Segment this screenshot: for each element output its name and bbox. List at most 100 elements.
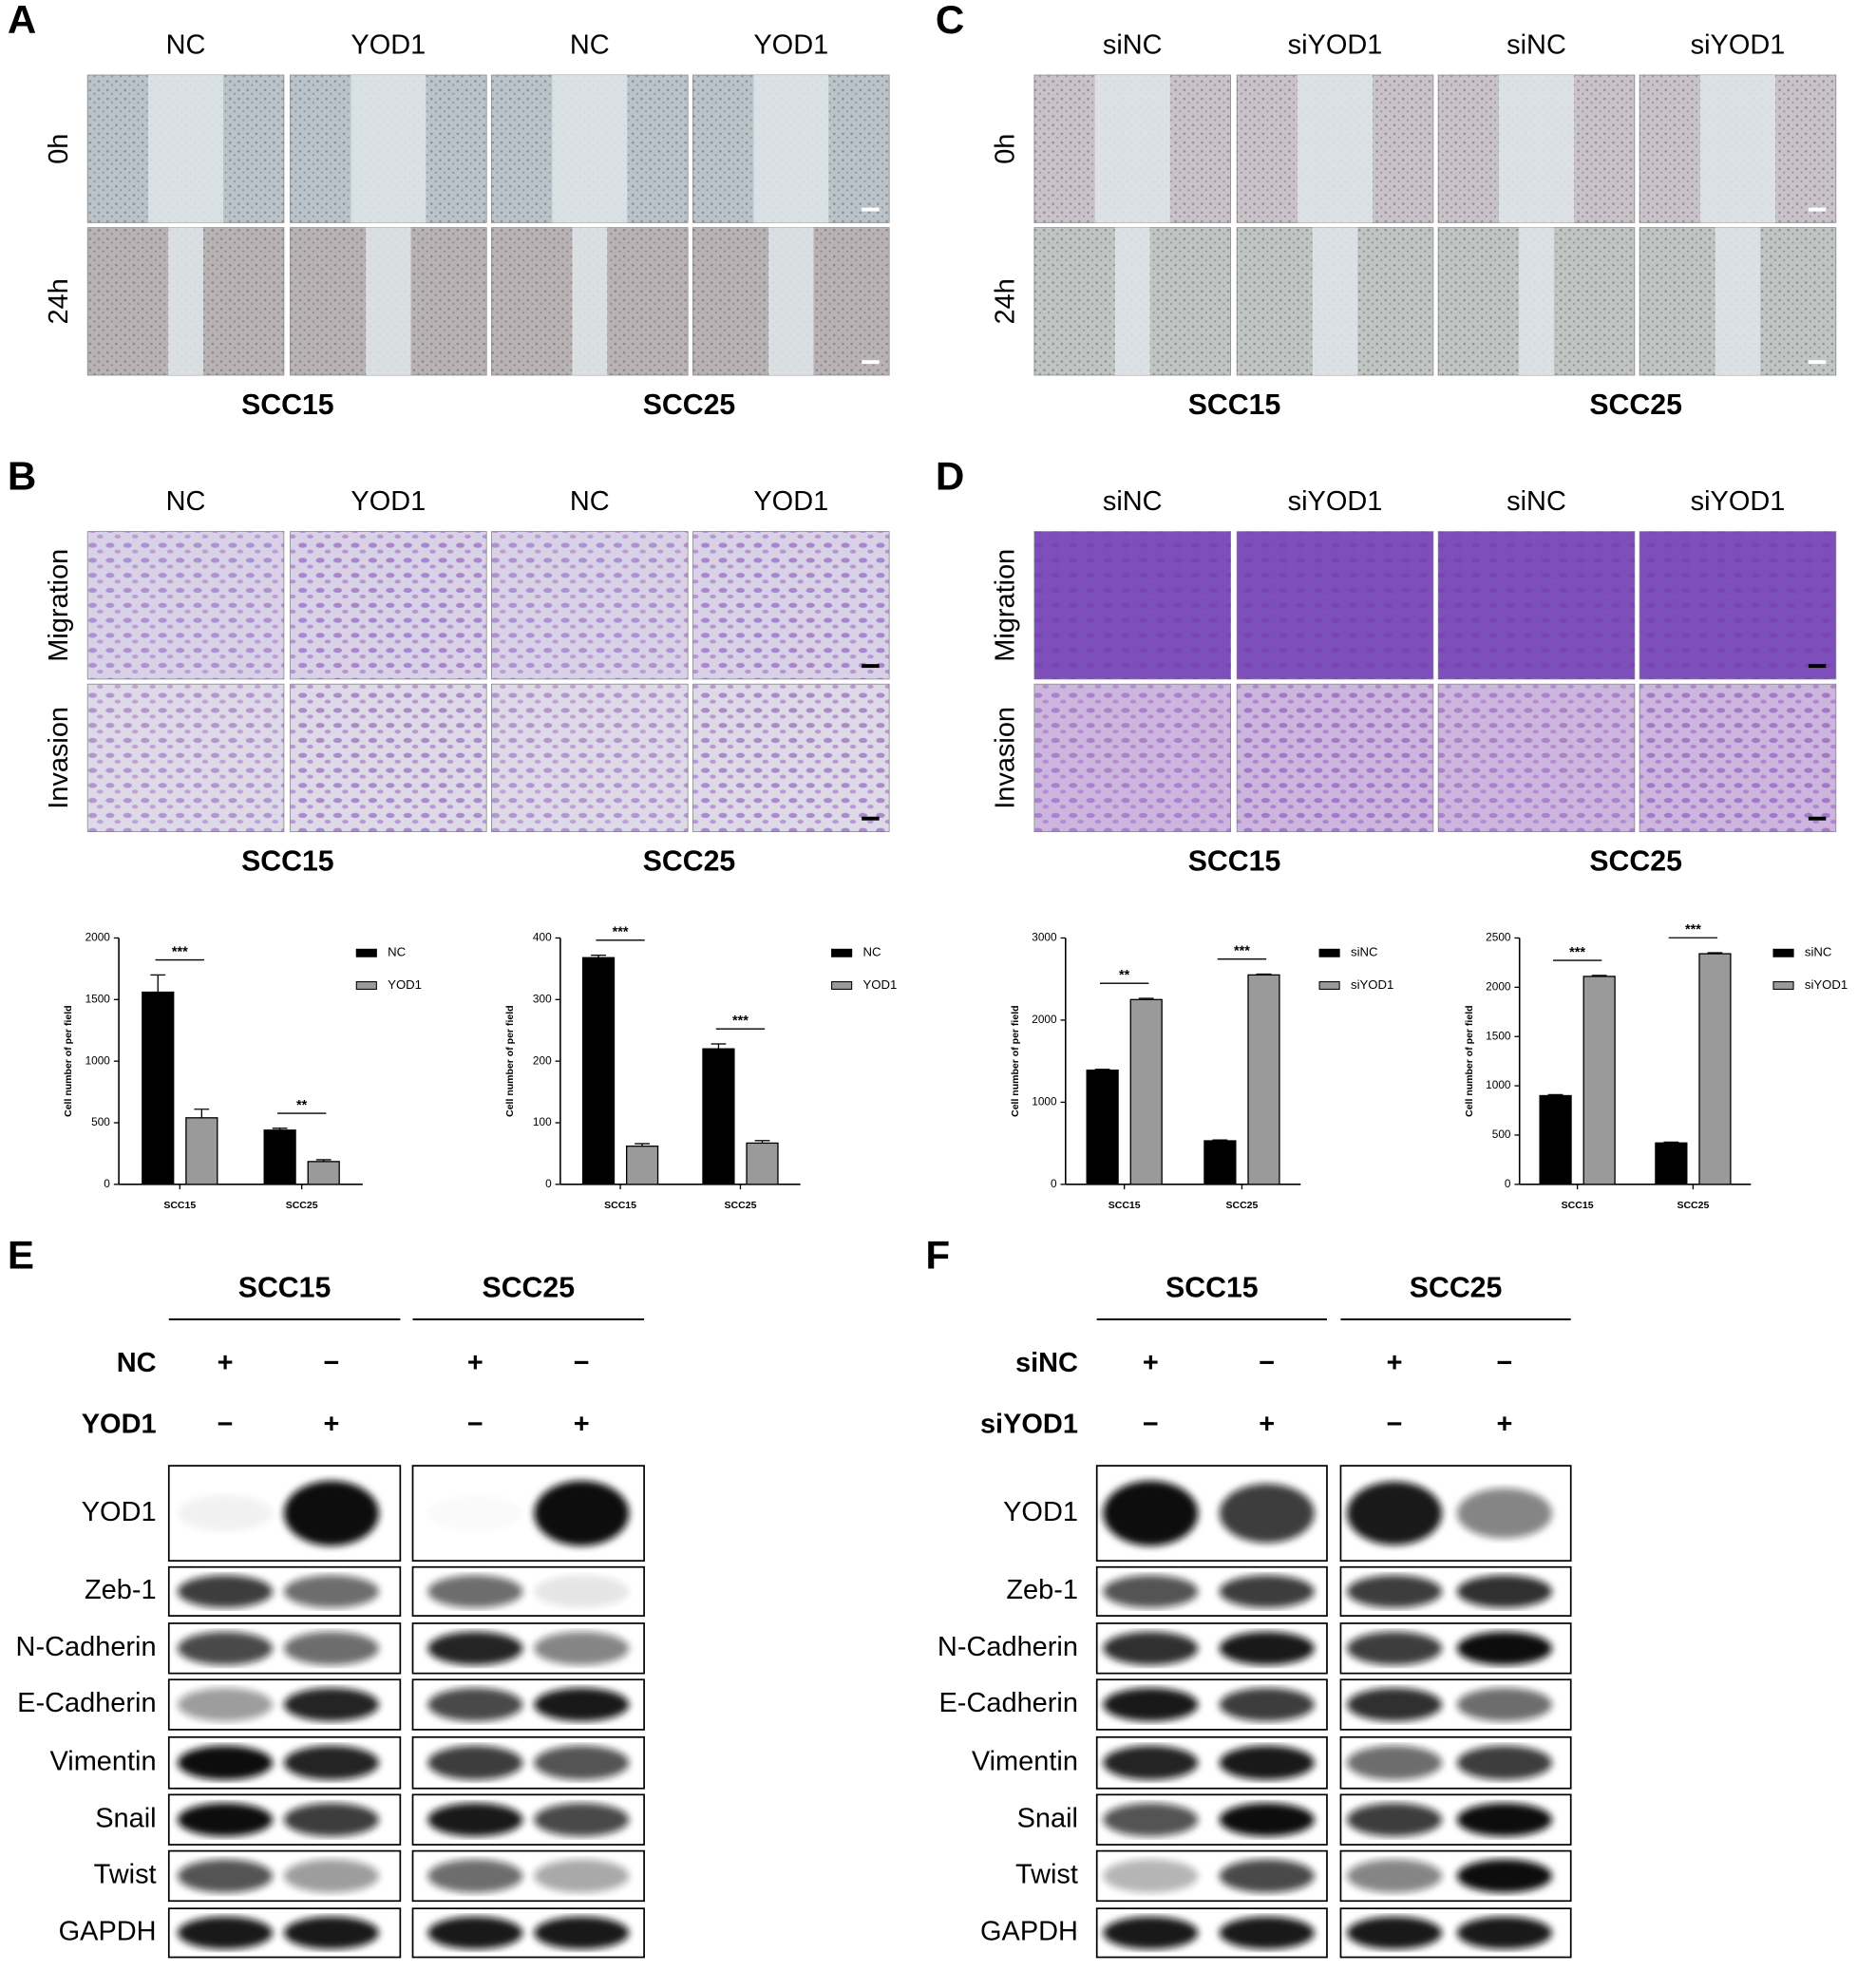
panel-label: F bbox=[925, 1233, 950, 1278]
scratch-gap bbox=[366, 227, 411, 375]
cell-line-label: SCC15 bbox=[241, 845, 334, 877]
y-tick-label: 0 bbox=[104, 1177, 110, 1190]
y-tick-label: 400 bbox=[533, 931, 552, 944]
blot-band bbox=[534, 1575, 630, 1608]
micrograph-texture bbox=[87, 531, 284, 679]
condition-sign: − bbox=[1259, 1348, 1275, 1378]
error-bar bbox=[1663, 1141, 1679, 1144]
y-tick-label: 1000 bbox=[1486, 1078, 1511, 1091]
scale-bar bbox=[1808, 816, 1827, 821]
micrograph-texture bbox=[692, 531, 890, 679]
bar bbox=[263, 1129, 296, 1185]
bar bbox=[1698, 953, 1732, 1185]
protein-label: Zeb-1 bbox=[85, 1575, 157, 1605]
cell-line-label: SCC15 bbox=[1188, 845, 1281, 877]
column-header: YOD1 bbox=[351, 29, 426, 60]
scratch-gap bbox=[148, 74, 224, 223]
micrograph-texture bbox=[1237, 684, 1433, 832]
blot-band bbox=[283, 1480, 379, 1546]
micrograph-texture bbox=[1237, 531, 1433, 679]
significance-label: *** bbox=[1234, 944, 1250, 959]
row-label: 0h bbox=[991, 134, 1021, 164]
y-tick-label: 0 bbox=[1505, 1177, 1511, 1190]
scratch-gap bbox=[552, 74, 628, 223]
y-axis-title: Cell number of per field bbox=[504, 1005, 516, 1116]
x-tick-label: SCC25 bbox=[725, 1200, 757, 1211]
blot-band bbox=[283, 1631, 379, 1665]
scratch-gap bbox=[1312, 227, 1358, 375]
protein-label: E-Cadherin bbox=[17, 1688, 156, 1718]
legend-label: siYOD1 bbox=[1805, 977, 1848, 992]
cell-line-label: SCC25 bbox=[1410, 1272, 1503, 1303]
bar bbox=[1247, 974, 1280, 1185]
blot-band bbox=[427, 1575, 523, 1608]
scratch-gap bbox=[753, 74, 829, 223]
micrograph-texture bbox=[491, 684, 689, 832]
protein-label: Snail bbox=[95, 1803, 156, 1833]
blot-band bbox=[427, 1688, 523, 1722]
significance-label: *** bbox=[1685, 922, 1701, 938]
blot-band bbox=[177, 1859, 274, 1893]
cell-line-label: SCC15 bbox=[241, 389, 334, 421]
significance-label: *** bbox=[732, 1014, 749, 1029]
y-tick-label: 100 bbox=[533, 1115, 552, 1128]
condition-sign: − bbox=[218, 1410, 234, 1440]
y-tick-label: 2500 bbox=[1486, 931, 1511, 944]
micrograph-texture bbox=[1438, 684, 1635, 832]
blot-band bbox=[427, 1803, 523, 1837]
row-label: 0h bbox=[44, 134, 74, 164]
blot-band bbox=[283, 1916, 379, 1949]
condition-label: siYOD1 bbox=[980, 1410, 1078, 1440]
legend-swatch bbox=[831, 981, 853, 990]
protein-label: N-Cadherin bbox=[16, 1632, 157, 1662]
blot-band bbox=[1456, 1859, 1552, 1893]
legend-swatch bbox=[1318, 981, 1340, 990]
significance-label: *** bbox=[1569, 945, 1585, 960]
micrograph-texture bbox=[290, 531, 487, 679]
bar bbox=[626, 1145, 659, 1185]
bar bbox=[1086, 1070, 1119, 1185]
error-bar bbox=[1547, 1093, 1563, 1096]
blot-band bbox=[1456, 1488, 1552, 1539]
blot-band bbox=[1347, 1745, 1443, 1780]
column-header: siNC bbox=[1103, 29, 1163, 60]
blot-band bbox=[1219, 1688, 1315, 1722]
x-tick-label: SCC25 bbox=[1677, 1200, 1709, 1211]
blot-band bbox=[1103, 1916, 1199, 1949]
scratch-gap bbox=[1114, 227, 1150, 375]
blot-band bbox=[1347, 1859, 1443, 1893]
blot-band bbox=[1347, 1916, 1443, 1949]
scratch-gap bbox=[572, 227, 608, 375]
error-bar bbox=[150, 974, 166, 993]
blot-band bbox=[1456, 1916, 1552, 1949]
blot-band bbox=[1456, 1575, 1552, 1608]
cell-line-label: SCC25 bbox=[643, 389, 736, 421]
blot-band bbox=[427, 1859, 523, 1893]
significance-label: ** bbox=[1119, 968, 1130, 983]
column-header: YOD1 bbox=[753, 29, 828, 60]
legend-label: YOD1 bbox=[388, 977, 422, 992]
condition-sign: + bbox=[1143, 1348, 1159, 1378]
blot-band bbox=[427, 1745, 523, 1780]
blot-band bbox=[283, 1575, 379, 1608]
blot-band bbox=[177, 1575, 274, 1608]
y-tick-label: 500 bbox=[91, 1115, 110, 1128]
cell-line-label: SCC25 bbox=[1589, 389, 1682, 421]
legend-swatch bbox=[1772, 981, 1794, 990]
blot-band bbox=[1219, 1745, 1315, 1780]
micrograph-texture bbox=[1033, 531, 1231, 679]
blot-band bbox=[1103, 1480, 1199, 1546]
condition-sign: − bbox=[1143, 1410, 1159, 1440]
y-axis-title: Cell number of per field bbox=[63, 1005, 74, 1116]
x-tick-label: SCC15 bbox=[1562, 1200, 1594, 1211]
row-label: 24h bbox=[991, 278, 1021, 324]
scale-bar bbox=[862, 207, 880, 212]
blot-band bbox=[283, 1803, 379, 1837]
legend-swatch bbox=[355, 981, 377, 990]
legend-label: NC bbox=[388, 945, 406, 959]
y-tick-label: 1500 bbox=[1486, 1029, 1511, 1042]
blot-band bbox=[177, 1745, 274, 1780]
cell-line-label: SCC25 bbox=[643, 845, 736, 877]
protein-label: Snail bbox=[1017, 1803, 1078, 1833]
condition-sign: − bbox=[323, 1348, 339, 1378]
